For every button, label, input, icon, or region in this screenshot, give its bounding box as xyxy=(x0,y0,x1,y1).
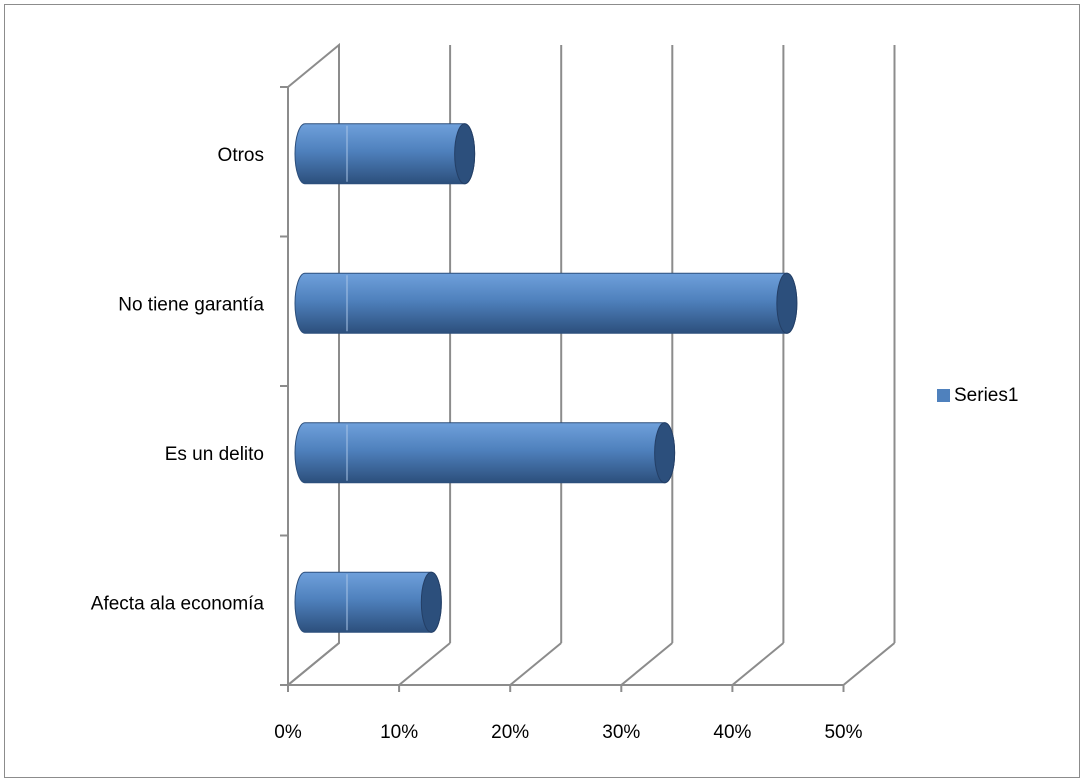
chart-area: Afecta ala economía Es un delito No tiene … xyxy=(4,4,1080,778)
bar-cap xyxy=(420,571,442,633)
category-label: Afecta ala economía xyxy=(91,593,265,614)
floor-gridline xyxy=(842,642,896,686)
bar-es-un-delito xyxy=(294,422,676,484)
bar-cap xyxy=(454,123,476,185)
x-tick-label: 10% xyxy=(380,722,418,743)
bar-body xyxy=(294,571,442,633)
bar-body xyxy=(294,422,676,484)
bar-body xyxy=(294,123,476,185)
legend: Series1 xyxy=(937,385,1018,406)
floor-gridline xyxy=(509,642,562,686)
legend-swatch xyxy=(937,389,950,402)
floor-gridline xyxy=(620,642,673,686)
category-label: Otros xyxy=(218,145,264,166)
category-labels: Afecta ala economía Es un delito No tiene … xyxy=(91,145,265,615)
floor-gridline xyxy=(287,642,340,686)
x-tick-label: 50% xyxy=(824,722,862,743)
bar-cap xyxy=(654,422,676,484)
x-tick-labels: 0% 10% 20% 30% 40% 50% xyxy=(274,722,862,743)
bar-otros xyxy=(294,123,476,185)
category-label: Es un delito xyxy=(165,444,264,465)
bar-cap xyxy=(776,272,798,334)
bar-no-tiene-garant-a xyxy=(294,272,798,334)
bars xyxy=(294,123,798,633)
bar-afecta-ala-econom-a xyxy=(294,571,442,633)
bar-body xyxy=(294,272,798,334)
x-tick-label: 20% xyxy=(491,722,529,743)
floor-gridline xyxy=(731,642,785,686)
x-tick-label: 40% xyxy=(713,722,751,743)
floor-gridline xyxy=(398,642,451,686)
legend-label: Series1 xyxy=(954,385,1018,406)
x-tick-label: 0% xyxy=(274,722,302,743)
bar-chart: Afecta ala economía Es un delito No tiene … xyxy=(91,42,1018,743)
category-label: No tiene garantía xyxy=(118,294,264,315)
x-tick-label: 30% xyxy=(602,722,640,743)
